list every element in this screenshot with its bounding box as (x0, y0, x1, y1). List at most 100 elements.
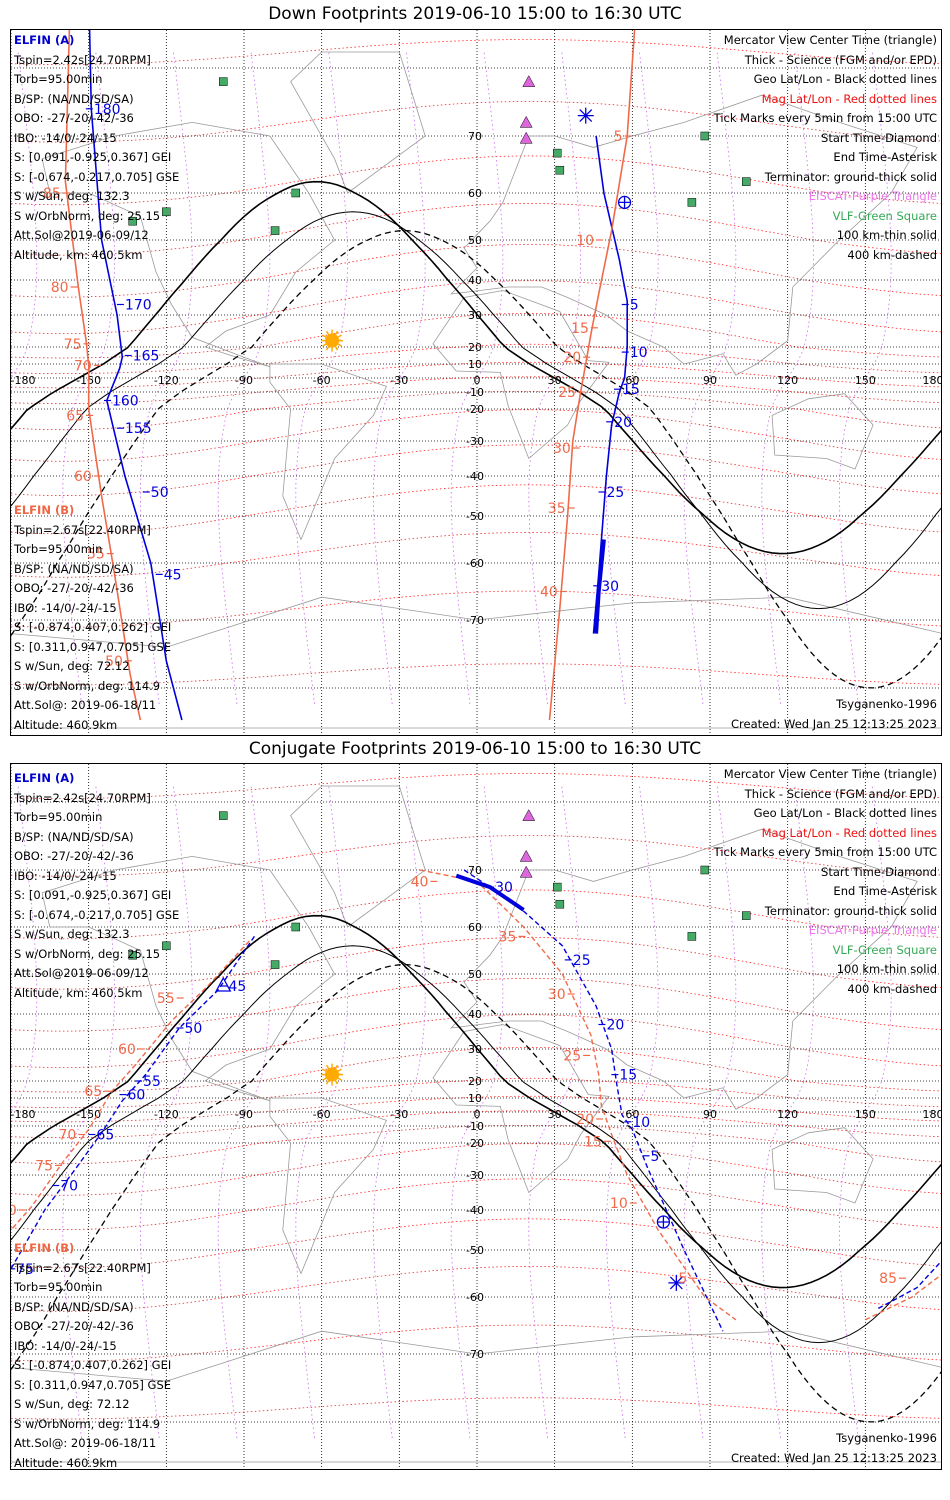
elfin-a-time-label: 20 (614, 415, 632, 431)
continent-outline (432, 1024, 610, 1194)
map-layer: -180 -150 -120 -90 -60 -30 0 30 60 90 120 150 180706… (11, 30, 943, 735)
elfin-a-time-label: 165 (133, 349, 160, 365)
elfin-b-time-label: 85 (43, 186, 61, 202)
elfin-b-line: Altitude: 460.9km (14, 717, 118, 732)
map-legend: Mercator View Center Time (triangle) Thi… (714, 765, 937, 999)
elfin-b-time-label: 35 (499, 929, 517, 945)
elfin-b-track (548, 30, 636, 721)
vlf-square-icon (162, 941, 171, 951)
elfin-b-line: S: [-0.874,0.407,0.262] GEI (14, 1358, 172, 1372)
elfin-a-track (877, 1260, 941, 1310)
legend-item: Geo Lat/Lon - Black dotted lines (753, 72, 937, 86)
elfin-b-line: S w/Sun, deg: 72.12 (14, 659, 130, 673)
sun-disc (325, 333, 340, 348)
map-layer: -180 -150 -120 -90 -60 -30 0 30 60 90 120 150 180706… (11, 764, 941, 1469)
mag-longitude-line (295, 51, 348, 705)
mag-longitude-line (217, 51, 271, 705)
elfin-a-time-label: 50 (184, 1021, 202, 1037)
elfin-a-time-label: 70 (60, 1179, 78, 1195)
elfin-a-time-label: 10 (632, 1115, 650, 1131)
end-asterisk-icon (668, 1274, 685, 1291)
latitude-tick-label: -30 (466, 1169, 484, 1182)
vlf-square-icon (741, 177, 751, 186)
mag-longitude-line (450, 51, 504, 705)
latitude-tick-label: 10 (468, 1092, 482, 1105)
legend-item: Start Time-Diamond (821, 864, 937, 879)
longitude-tick-label: 180 (923, 374, 943, 387)
latitude-tick-label: -60 (466, 1291, 484, 1304)
map-canvas: -180 -150 -120 -90 -60 -30 0 30 60 90 120 150 180706… (11, 30, 943, 735)
terminator-ground (11, 914, 941, 1289)
map-canvas: -180 -150 -120 -90 -60 -30 0 30 60 90 120 150 180706… (11, 764, 941, 1469)
mag-longitude-line (528, 51, 581, 705)
elfin-a-line: Tspin=2.42s[24.70RPM] (14, 52, 151, 67)
elfin-b-line: S: [-0.874,0.407,0.262] GEI (14, 620, 172, 634)
legend-item: End Time-Asterisk (833, 884, 937, 898)
vlf-square-icon (700, 865, 710, 875)
elfin-a-time-label: 60 (128, 1088, 146, 1104)
mag-longitude-line (839, 785, 892, 1439)
elfin-a-line: S: [0.091,-0.925,0.367] GEI (14, 150, 172, 164)
mag-latitude-line (11, 1265, 941, 1312)
elfin-a-line: IBO: -14/0/-24/-15 (14, 868, 117, 883)
latitude-tick-label: 60 (468, 187, 482, 200)
elfin-b-line: S w/OrbNorm, deg: 114.9 (14, 678, 161, 693)
continent-outline (269, 363, 387, 541)
continent-outline (11, 1330, 941, 1463)
elfin-b-track (864, 1274, 941, 1321)
elfin-a-line: S w/OrbNorm, deg: 25.15 (14, 208, 161, 223)
continent-outline (41, 855, 336, 1102)
elfin-b-line: S w/Sun, deg: 72.12 (14, 1397, 130, 1411)
mag-latitude-line (11, 155, 941, 206)
vlf-square-icon (741, 911, 751, 920)
latitude-tick-label: 20 (468, 341, 482, 354)
elfin-b-time-label: 15 (584, 1134, 602, 1150)
elfin-a-time-label: 10 (630, 345, 648, 361)
longitude-tick-label: 90 (703, 1108, 717, 1121)
elfin-b-track (64, 30, 142, 721)
continent-outline (11, 596, 941, 729)
vlf-square-icon (700, 131, 710, 141)
elfin-a-line: IBO: -14/0/-24/-15 (14, 130, 117, 145)
vlf-square-icon (270, 960, 280, 969)
legend-item: Mercator View Center Time (triangle) (723, 33, 937, 47)
vlf-square-icon (687, 198, 697, 207)
elfin-b-track (419, 869, 737, 1321)
elfin-a-info: ELFIN (A) Tspin=2.42s[24.70RPM] Torb=95.… (14, 769, 179, 1003)
elfin-b-time-label: 25 (558, 385, 576, 401)
elfin-b-time-label: 80 (51, 280, 69, 296)
elfin-b-line: Altitude: 460.9km (14, 1455, 118, 1470)
footprint-map-conjugate: -180 -150 -120 -90 -60 -30 0 30 60 90 120 150 180 70 6… (10, 763, 942, 1470)
longitude-tick-label: 120 (777, 374, 798, 387)
legend-item: Geo Lat/Lon - Black dotted lines (753, 806, 937, 820)
elfin-b-time-label: 15 (571, 321, 589, 337)
terminator-100km (11, 945, 941, 1344)
terminator-ground (11, 180, 941, 555)
elfin-a-time-label: 15 (622, 382, 640, 398)
longitude-tick-label: 0 (474, 1108, 481, 1121)
elfin-b-time-label: 40 (411, 874, 429, 890)
longitude-tick-label: 30 (548, 374, 562, 387)
legend-item: 100 km-thin solid (836, 962, 937, 976)
longitude-tick-label: -30 (390, 374, 408, 387)
eiscat-triangle-icon (522, 809, 536, 821)
latitude-tick-label: -10 (466, 1120, 484, 1133)
legend-item: Tick Marks every 5min from 15:00 UTC (713, 845, 937, 859)
longitude-tick-label: 150 (855, 1108, 876, 1121)
elfin-b-time-label: 10 (576, 233, 594, 249)
panel-title: Down Footprints 2019-06-10 15:00 to 16:3… (268, 4, 682, 24)
latitude-tick-label: -70 (466, 1348, 484, 1361)
elfin-a-track (88, 30, 183, 721)
mag-longitude-line (140, 51, 193, 705)
legend-item: 100 km-thin solid (836, 228, 937, 242)
latitude-tick-label: -60 (466, 557, 484, 570)
elfin-b-line: Torb=95.00min (14, 542, 103, 556)
elfin-b-line: S: [0.311,0.947,0.705] GSE (14, 1377, 172, 1392)
vlf-square-icon (555, 165, 565, 175)
elfin-b-time-label: 70 (58, 1128, 76, 1144)
vlf-square-icon (291, 188, 301, 198)
continent-outline (771, 393, 874, 470)
map-footer: Tsyganenko-1996 Created: Wed Jan 25 12:1… (731, 695, 937, 734)
elfin-a-time-label: 50 (151, 485, 169, 501)
elfin-a-line: S w/Sun, deg: 132.3 (14, 927, 130, 941)
